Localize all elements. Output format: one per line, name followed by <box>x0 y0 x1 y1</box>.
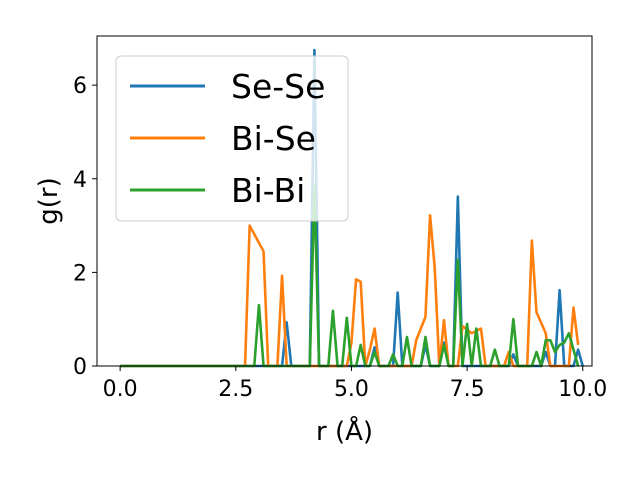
plot-frame <box>96 35 593 367</box>
y-axis: 0 2 4 6 <box>73 74 97 380</box>
series-line-bi-se <box>120 213 580 368</box>
x-axis-label: r (Å) <box>316 415 373 447</box>
y-tick-label: 0 <box>73 355 87 380</box>
x-tick-label: 2.5 <box>218 377 253 402</box>
x-tick-label: 0.0 <box>103 377 138 402</box>
legend: Se-Se Bi-Se Bi-Bi <box>115 55 349 222</box>
legend-label-se-se: Se-Se <box>231 67 325 106</box>
x-tick-label: 10.0 <box>558 377 607 402</box>
legend-label-bi-se: Bi-Se <box>231 119 316 158</box>
x-tick-label: 5.0 <box>334 377 369 402</box>
x-tick-label: 7.5 <box>450 377 485 402</box>
y-axis-label: g(r) <box>34 177 64 224</box>
y-tick-label: 2 <box>73 261 87 286</box>
x-axis: 0.0 2.5 5.0 7.5 10.0 <box>103 366 607 402</box>
legend-box <box>115 55 349 222</box>
y-tick-label: 4 <box>73 168 87 193</box>
y-tick-label: 6 <box>73 74 87 99</box>
legend-label-bi-bi: Bi-Bi <box>231 171 305 210</box>
